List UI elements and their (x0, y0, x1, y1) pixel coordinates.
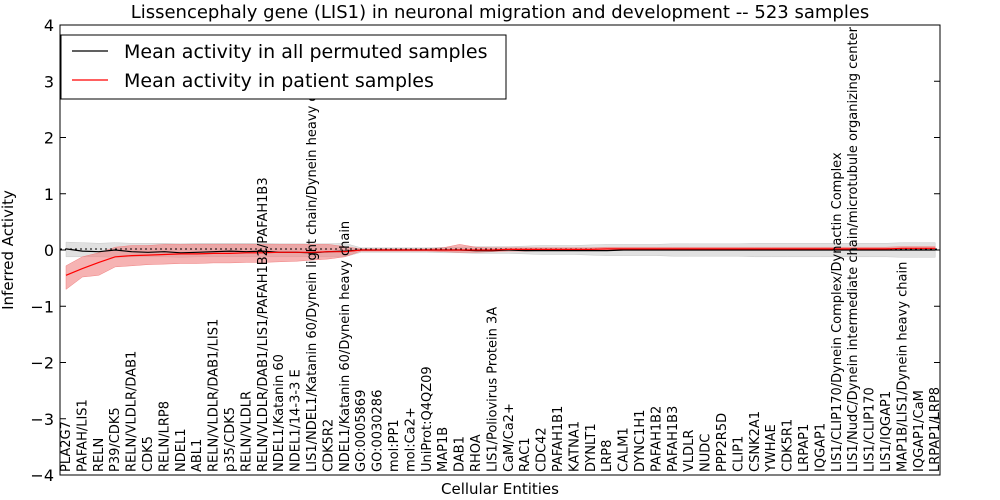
x-tick-label: CDK5R1 (781, 419, 796, 472)
x-tick-label: mol:Ca2+ (403, 407, 418, 472)
x-tick-label: CALM1 (617, 427, 632, 472)
y-tick-label: 0 (44, 241, 54, 260)
x-tick-label: PAFAH1B1 (551, 406, 566, 472)
x-tick-label: CaM/Ca2+ (502, 403, 517, 472)
x-tick-label: LRPAP1/LRP8 (928, 387, 943, 472)
x-tick-label: LIS1/CLIP170 (863, 387, 878, 472)
x-tick-label: RHOA (469, 434, 484, 472)
x-tick-label: CDK5R2 (321, 419, 336, 472)
legend-label-patient: Mean activity in patient samples (124, 70, 434, 92)
x-tick-label: UniProt:Q4QZ09 (420, 366, 435, 472)
x-tick-label: LIS1/IQGAP1 (879, 391, 894, 472)
x-tick-label: GO:0030286 (371, 390, 386, 472)
x-tick-label: NDEL1/Katanin 60/Dynein heavy chain (338, 221, 353, 472)
x-tick-label: CDC42 (535, 427, 550, 472)
x-tick-label: NDEL1 (174, 429, 189, 472)
x-tick-label: RELN/VLDLR/DAB1 (125, 351, 140, 472)
y-tick-label: 2 (44, 129, 54, 148)
y-tick-label: −4 (30, 466, 54, 485)
x-tick-label: LRP8 (600, 440, 615, 472)
x-tick-label: p35/CDK5 (223, 407, 238, 472)
x-tick-label: CLIP1 (731, 436, 746, 472)
x-tick-label: RELN/LRP8 (157, 401, 172, 472)
line-patient (65, 247, 936, 276)
x-tick-label: RAC1 (518, 437, 533, 472)
x-tick-label: CDK5 (141, 436, 156, 472)
x-tick-label: NDEL1/14-3-3 E (289, 369, 304, 472)
x-tick-label: DYNLT1 (584, 423, 599, 472)
x-tick-label: RELN/VLDLR (239, 391, 254, 472)
x-tick-label: LIS1/NudC/Dynein intermediate chain/micr… (846, 26, 861, 472)
legend-label-permuted: Mean activity in all permuted samples (124, 41, 487, 63)
x-tick-label: IQGAP1 (813, 423, 828, 472)
x-tick-label: LIS1/Poliovirus Protein 3A (485, 307, 500, 472)
y-tick-label: 4 (44, 16, 54, 35)
x-tick-label: PPP2R5D (715, 413, 730, 472)
plot-frame (59, 24, 941, 476)
chart-title: Lissencephaly gene (LIS1) in neuronal mi… (131, 2, 870, 23)
x-tick-label: GO:0005869 (354, 390, 369, 472)
x-tick-label: PAFAH1B2 (649, 406, 664, 472)
x-tick-label: VLDLR (682, 430, 697, 472)
x-axis-tick-labels: PLA2G7 PAFAH/LIS1 RELN P39/CDK5 RELN/VLDLR/D… (59, 26, 943, 473)
x-tick-label: NDEL1/Katanin 60 (272, 354, 287, 472)
y-tick-label: −2 (30, 354, 54, 373)
x-tick-label: MAP1B (436, 427, 451, 472)
x-tick-label: MAP1B/LIS1/Dynein heavy chain (895, 262, 910, 472)
x-tick-label: PAFAH1B3 (666, 406, 681, 472)
x-tick-label: CSNK2A1 (748, 411, 763, 472)
x-tick-label: ABL1 (190, 439, 205, 472)
x-tick-label: P39/CDK5 (108, 407, 123, 472)
x-tick-label: DAB1 (453, 436, 468, 472)
legend-box (60, 34, 507, 100)
x-tick-label: YWHAE (764, 424, 779, 473)
x-tick-label: KATNA1 (567, 421, 582, 472)
x-tick-label: LRPAP1 (797, 424, 812, 472)
legend: Mean activity in all permuted samples Me… (60, 34, 507, 100)
x-tick-label: RELN/VLDLR/DAB1/LIS1/PAFAH1B2/PAFAH1B3 (256, 177, 271, 472)
y-tick-label: −1 (30, 297, 54, 316)
y-tick-label: 1 (44, 185, 54, 204)
x-tick-label: LIS1/NDEL1/Katanin 60/Dynein light chain… (305, 66, 320, 472)
y-axis-label: Inferred Activity (0, 190, 17, 310)
x-tick-label: PLA2G7 (59, 421, 74, 472)
series-lines (65, 247, 936, 276)
x-tick-label: IQGAP1/CaM (912, 390, 927, 472)
y-tick-label: −3 (30, 410, 54, 429)
x-axis-label: Cellular Entities (441, 480, 559, 498)
x-tick-label: mol:PP1 (387, 419, 402, 472)
x-tick-label: LIS1/CLIP170/Dynein Complex/Dynactin Com… (830, 152, 845, 472)
x-tick-label: RELN/VLDLR/DAB1/LIS1 (207, 319, 222, 472)
x-tick-label: DYNC1H1 (633, 410, 648, 472)
x-tick-label: NUDC (699, 434, 714, 472)
x-tick-label: RELN (92, 438, 107, 472)
x-tick-label: PAFAH/LIS1 (75, 399, 90, 472)
y-tick-label: 3 (44, 72, 54, 91)
